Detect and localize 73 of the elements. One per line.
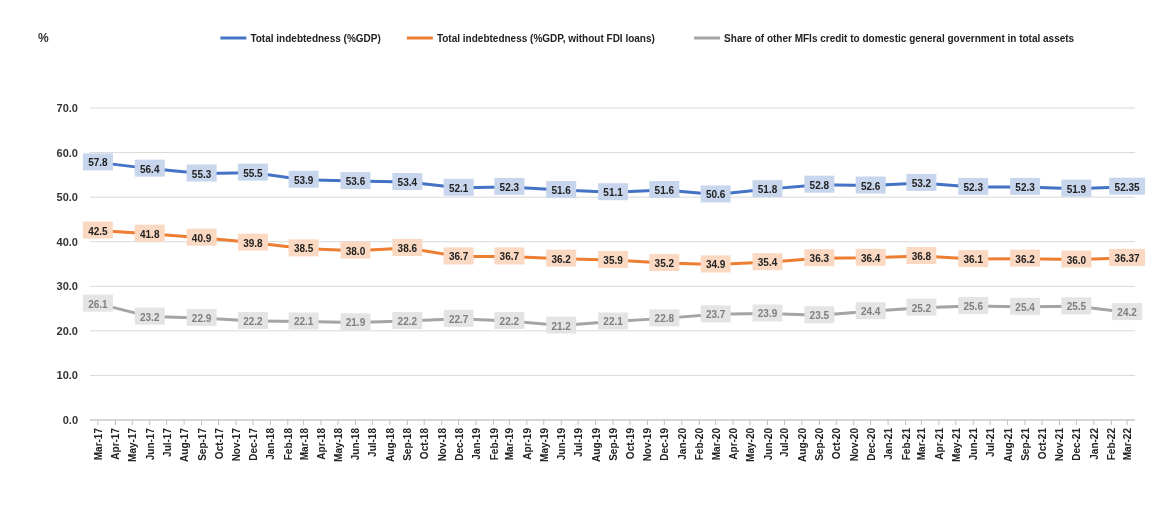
- y-tick-label: 10.0: [56, 369, 78, 382]
- x-tick-label: Jun-17: [144, 427, 156, 461]
- x-tick-label: Dec-19: [659, 427, 671, 461]
- x-tick-label: Jul-17: [161, 427, 173, 457]
- x-tick-label: Jan-18: [265, 427, 277, 460]
- x-tick-label: Oct-21: [1037, 427, 1048, 460]
- x-tick-label: May-20: [745, 427, 757, 462]
- x-tick-label: Nov-18: [436, 427, 448, 462]
- y-tick-label: 40.0: [56, 235, 78, 248]
- x-tick-label: Nov-21: [1054, 427, 1066, 462]
- x-tick-label: Sep-21: [1020, 427, 1032, 461]
- x-tick-label: May-18: [333, 427, 344, 462]
- y-tick-label: 60.0: [56, 146, 78, 159]
- x-tick-label: Dec-17: [247, 427, 259, 461]
- x-tick-label: Mar-18: [298, 427, 310, 461]
- x-tick-label: Mar-20: [710, 427, 722, 461]
- x-tick-label: Dec-20: [865, 427, 877, 461]
- x-tick-label: Jun-21: [968, 427, 980, 461]
- x-tick-label: Aug-17: [179, 427, 191, 462]
- x-tick-label: Nov-20: [848, 427, 860, 462]
- x-tick-label: Oct-20: [831, 427, 843, 460]
- x-tick-label: Nov-17: [230, 427, 242, 462]
- x-tick-label: Jul-20: [779, 427, 791, 457]
- x-tick-label: Nov-19: [642, 427, 654, 462]
- x-tick-label: Jun-18: [350, 427, 362, 461]
- x-tick-label: Jul-18: [367, 427, 379, 457]
- x-tick-label: Feb-22: [1106, 427, 1118, 461]
- legend-label: Total indebtedness (%GDP, without FDI loans): [436, 33, 655, 44]
- x-tick-label: Feb-21: [900, 427, 912, 461]
- x-tick-label: Sep-20: [814, 427, 826, 461]
- x-tick-label: Sep-19: [608, 427, 620, 461]
- y-axis-title: %: [38, 31, 49, 45]
- y-tick-label: 20.0: [56, 324, 78, 337]
- x-tick-label: Sep-18: [402, 427, 414, 461]
- x-tick-label: Jul-19: [573, 427, 585, 457]
- x-tick-label: Apr-21: [933, 427, 945, 460]
- y-tick-label: 0.0: [62, 414, 78, 426]
- y-tick-label: 30.0: [56, 280, 78, 293]
- y-tick-label: 50.0: [56, 191, 78, 204]
- legend-label: Share of other MFIs credit to domestic general government in total assets: [724, 33, 1075, 44]
- x-tick-label: Jul-21: [985, 427, 997, 457]
- x-tick-label: Jun-19: [556, 427, 568, 461]
- x-tick-label: May-17: [127, 427, 139, 462]
- x-tick-label: Feb-20: [694, 427, 706, 461]
- x-tick-label: Apr-19: [521, 427, 533, 460]
- x-tick-label: Sep-17: [196, 427, 208, 461]
- x-tick-label: Aug-20: [796, 427, 808, 462]
- x-tick-label: Mar-21: [916, 427, 928, 461]
- x-tick-label: Oct-19: [624, 427, 636, 460]
- x-tick-label: Aug-18: [384, 427, 396, 462]
- x-tick-label: Mar-19: [504, 427, 516, 461]
- x-tick-label: Feb-19: [488, 427, 500, 461]
- x-tick-label: Apr-20: [728, 427, 740, 460]
- x-tick-label: Jun-20: [762, 427, 774, 461]
- x-tick-label: Feb-18: [282, 427, 294, 461]
- x-tick-label: Mar-22: [1122, 427, 1134, 461]
- x-tick-label: Dec-21: [1071, 427, 1083, 461]
- x-tick-label: Aug-21: [1002, 427, 1014, 462]
- x-tick-label: Jan-21: [883, 427, 895, 460]
- x-tick-label: Dec-18: [453, 427, 465, 461]
- x-tick-label: May-21: [950, 427, 962, 462]
- x-tick-label: Oct-18: [419, 427, 431, 460]
- x-tick-label: Jan-22: [1088, 427, 1100, 460]
- x-tick-label: Apr-17: [110, 427, 122, 460]
- x-tick-label: May-19: [538, 427, 550, 462]
- y-tick-label: 70.0: [56, 102, 78, 114]
- x-tick-label: Apr-18: [316, 427, 328, 460]
- x-tick-label: Oct-17: [213, 427, 225, 460]
- x-tick-label: Mar-17: [92, 427, 104, 461]
- x-tick-label: Aug-19: [590, 427, 602, 462]
- x-tick-label: Jan-20: [676, 427, 688, 460]
- x-tick-label: Jan-19: [471, 427, 483, 460]
- legend-label: Total indebtedness (%GDP): [250, 33, 381, 44]
